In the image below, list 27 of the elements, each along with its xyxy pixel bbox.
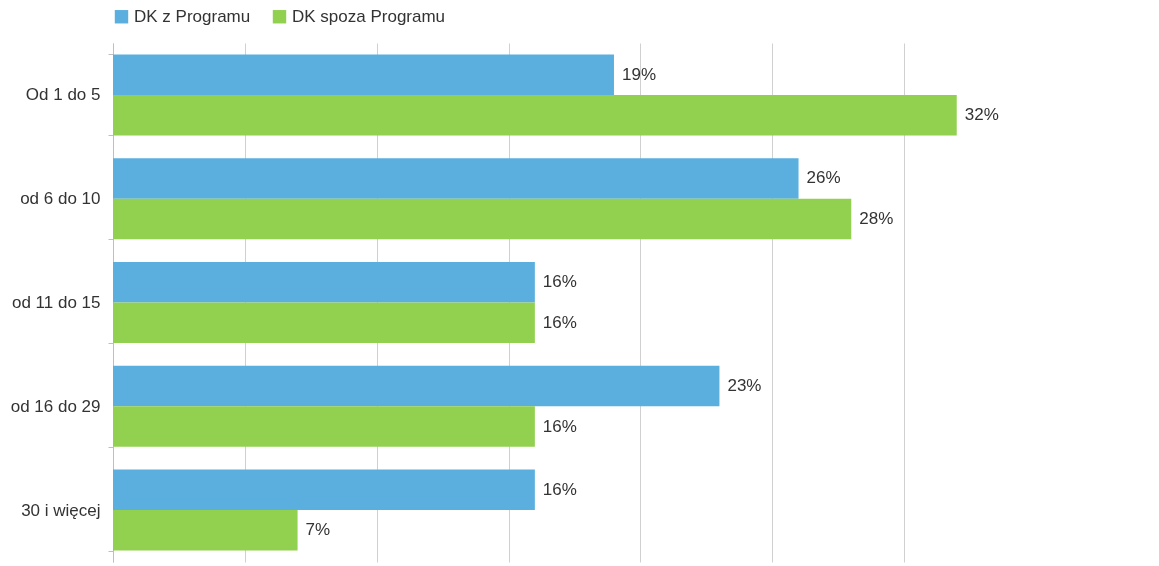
data-label: 7%	[305, 520, 331, 540]
bar	[113, 302, 535, 343]
legend-label: DK z Programu	[134, 6, 251, 26]
y-tick-label: od 6 do 10	[20, 189, 101, 209]
bar	[113, 510, 298, 551]
data-label: 16%	[542, 272, 577, 292]
legend-label: DK spoza Programu	[292, 6, 446, 26]
data-label: 16%	[542, 416, 577, 436]
data-label: 16%	[542, 312, 577, 332]
data-label: 23%	[727, 376, 762, 396]
bar	[113, 158, 799, 199]
bar	[113, 469, 535, 511]
y-tick-label: od 16 do 29	[10, 396, 101, 416]
y-tick-label: Od 1 do 5	[25, 85, 101, 105]
bar	[113, 54, 614, 95]
data-label: 26%	[806, 168, 841, 188]
data-label: 32%	[964, 105, 999, 125]
bar	[113, 365, 720, 407]
bar	[113, 406, 535, 447]
bar	[113, 262, 535, 303]
data-label: 16%	[542, 479, 577, 499]
data-label: 19%	[621, 64, 656, 84]
bar	[113, 198, 852, 240]
y-tick-label: od 11 do 15	[11, 293, 101, 312]
data-label: 28%	[859, 208, 894, 228]
bar	[113, 94, 957, 136]
y-tick-label: 30 i więcej	[21, 500, 101, 520]
